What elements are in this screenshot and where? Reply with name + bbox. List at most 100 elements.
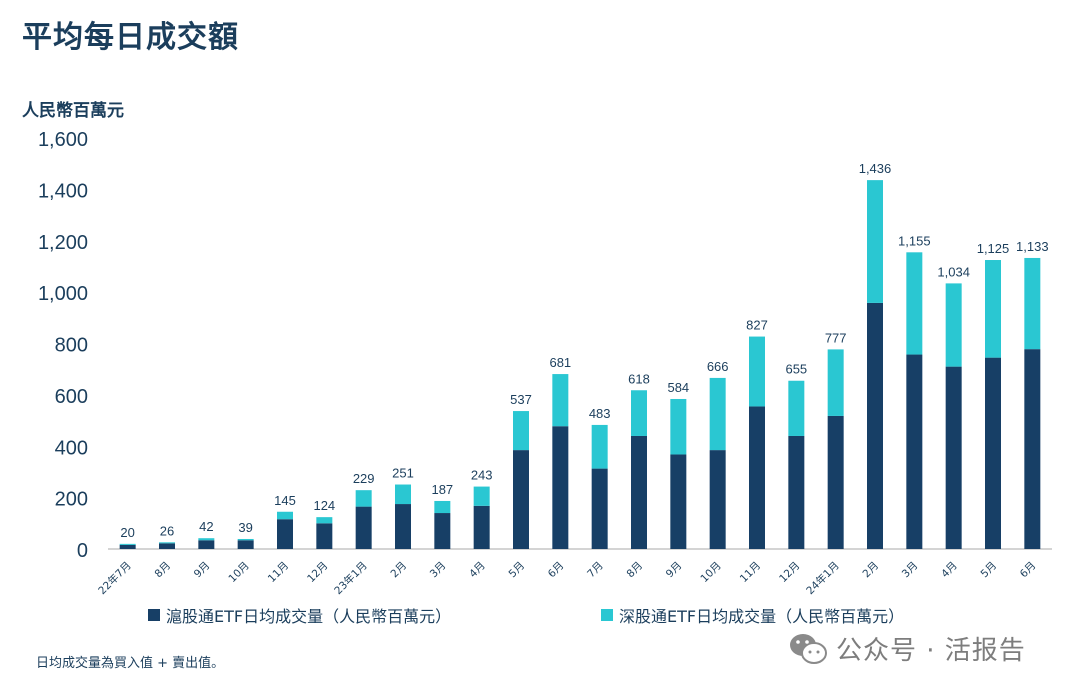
data-label: 681	[549, 355, 571, 370]
bar-sh	[985, 357, 1001, 549]
watermark-text: 公众号 · 活报告	[836, 636, 1026, 666]
data-label: 187	[431, 482, 453, 497]
bar-sz	[395, 484, 411, 505]
data-label: 39	[238, 520, 252, 535]
y-tick-label: 1,600	[38, 129, 88, 151]
bar-sh	[395, 504, 411, 549]
data-label: 229	[353, 471, 375, 486]
bar-sz	[434, 500, 451, 514]
bar-sz	[277, 511, 293, 520]
data-label: 20	[120, 525, 134, 540]
bar-sz	[119, 543, 136, 545]
bar-sz	[591, 424, 608, 469]
legend-label-sh: 滬股通ETF日均成交量（人民幣百萬元）	[166, 607, 452, 626]
y-tick-label: 600	[55, 386, 88, 408]
bar-sz	[749, 336, 765, 407]
wechat-icon	[790, 633, 827, 664]
bar-sz	[198, 538, 215, 541]
y-tick-label: 1,400	[38, 180, 88, 202]
x-tick-label: 5月	[506, 560, 527, 581]
bar-sz	[237, 538, 254, 541]
data-label: 124	[313, 498, 335, 513]
bar-sz	[867, 180, 883, 303]
data-label: 145	[274, 493, 296, 508]
x-tick-label: 2月	[388, 560, 409, 581]
x-tick-label: 3月	[900, 560, 921, 581]
data-label: 618	[628, 371, 650, 386]
y-tick-label: 1,200	[38, 232, 88, 254]
bar-sz	[355, 490, 372, 507]
x-tick-label: 6月	[1018, 560, 1039, 581]
y-tick-label: 0	[77, 540, 88, 562]
x-tick-label: 7月	[585, 560, 606, 581]
bar-sz	[1024, 257, 1041, 350]
x-tick-label: 9月	[664, 560, 685, 581]
x-tick-label: 22年7月	[96, 559, 134, 597]
y-tick-label: 400	[55, 437, 88, 459]
data-label: 1,125	[977, 241, 1010, 256]
bar-sz	[473, 486, 490, 506]
bar-sh	[709, 450, 726, 549]
bar-sh	[316, 523, 333, 549]
bar-sh	[867, 302, 883, 549]
watermark: 公众号 · 活报告	[788, 630, 1026, 667]
data-label: 483	[589, 406, 611, 421]
data-label: 42	[199, 519, 213, 534]
legend-swatch-sh	[148, 609, 160, 621]
bar-sh	[827, 415, 844, 549]
data-label: 777	[825, 330, 847, 345]
footnote: 日均成交量為買入值 + 賣出值。	[36, 656, 225, 671]
x-tick-label: 4月	[939, 560, 960, 581]
bar-sz	[631, 390, 647, 436]
bar-sz	[906, 252, 923, 355]
chart-title: 平均每日成交額	[22, 20, 239, 55]
data-label: 1,436	[859, 161, 892, 176]
x-tick-label: 23年1月	[332, 559, 370, 597]
legend-item-sz: 深股通ETF日均成交量（人民幣百萬元）	[601, 603, 904, 627]
bar-sz	[985, 260, 1001, 358]
data-label: 827	[746, 318, 768, 333]
y-tick-label: 200	[55, 489, 88, 511]
legend-swatch-sz	[601, 609, 613, 621]
bar-chart: 0 200 400 600 800 1,000 1,200 1,400 1,600 20 22年7月…	[38, 129, 1052, 597]
bar-sz	[316, 517, 333, 524]
x-tick-label: 9月	[192, 560, 213, 581]
bar-sz	[827, 349, 844, 416]
bar-sh	[237, 540, 254, 549]
x-tick-label: 11月	[266, 560, 291, 585]
y-axis-unit-label: 人民幣百萬元	[22, 101, 124, 121]
x-tick-label: 4月	[467, 560, 488, 581]
bar-sh	[159, 543, 175, 549]
bar-sz	[788, 380, 805, 436]
data-label: 1,034	[937, 264, 970, 279]
bar-sh	[670, 454, 687, 549]
bar-sz	[670, 398, 687, 455]
data-label: 243	[471, 468, 493, 483]
bar-sh	[277, 519, 293, 549]
data-label: 537	[510, 392, 532, 407]
bar-sh	[473, 505, 490, 549]
data-label: 666	[707, 359, 729, 374]
x-tick-label: 8月	[624, 560, 645, 581]
bar-sh	[749, 406, 765, 549]
x-tick-label: 10月	[226, 560, 251, 585]
bar-sh	[945, 366, 962, 549]
bar-sh	[552, 426, 569, 549]
y-tick-label: 800	[55, 335, 88, 357]
x-tick-label: 24年1月	[804, 559, 842, 597]
bar-sz	[709, 377, 726, 451]
data-label: 1,133	[1016, 239, 1049, 254]
data-label: 26	[160, 523, 174, 538]
bar-sh	[198, 540, 215, 549]
bar-sh	[788, 435, 805, 549]
x-tick-label: 6月	[546, 560, 567, 581]
bar-sh	[591, 468, 608, 549]
x-tick-label: 3月	[428, 560, 449, 581]
data-label: 251	[392, 466, 414, 481]
bar-sz	[159, 542, 175, 544]
bar-sz	[945, 283, 962, 367]
y-tick-label: 1,000	[38, 283, 88, 305]
data-label: 584	[667, 380, 689, 395]
data-label: 1,155	[898, 233, 931, 248]
bar-sh	[434, 513, 451, 549]
